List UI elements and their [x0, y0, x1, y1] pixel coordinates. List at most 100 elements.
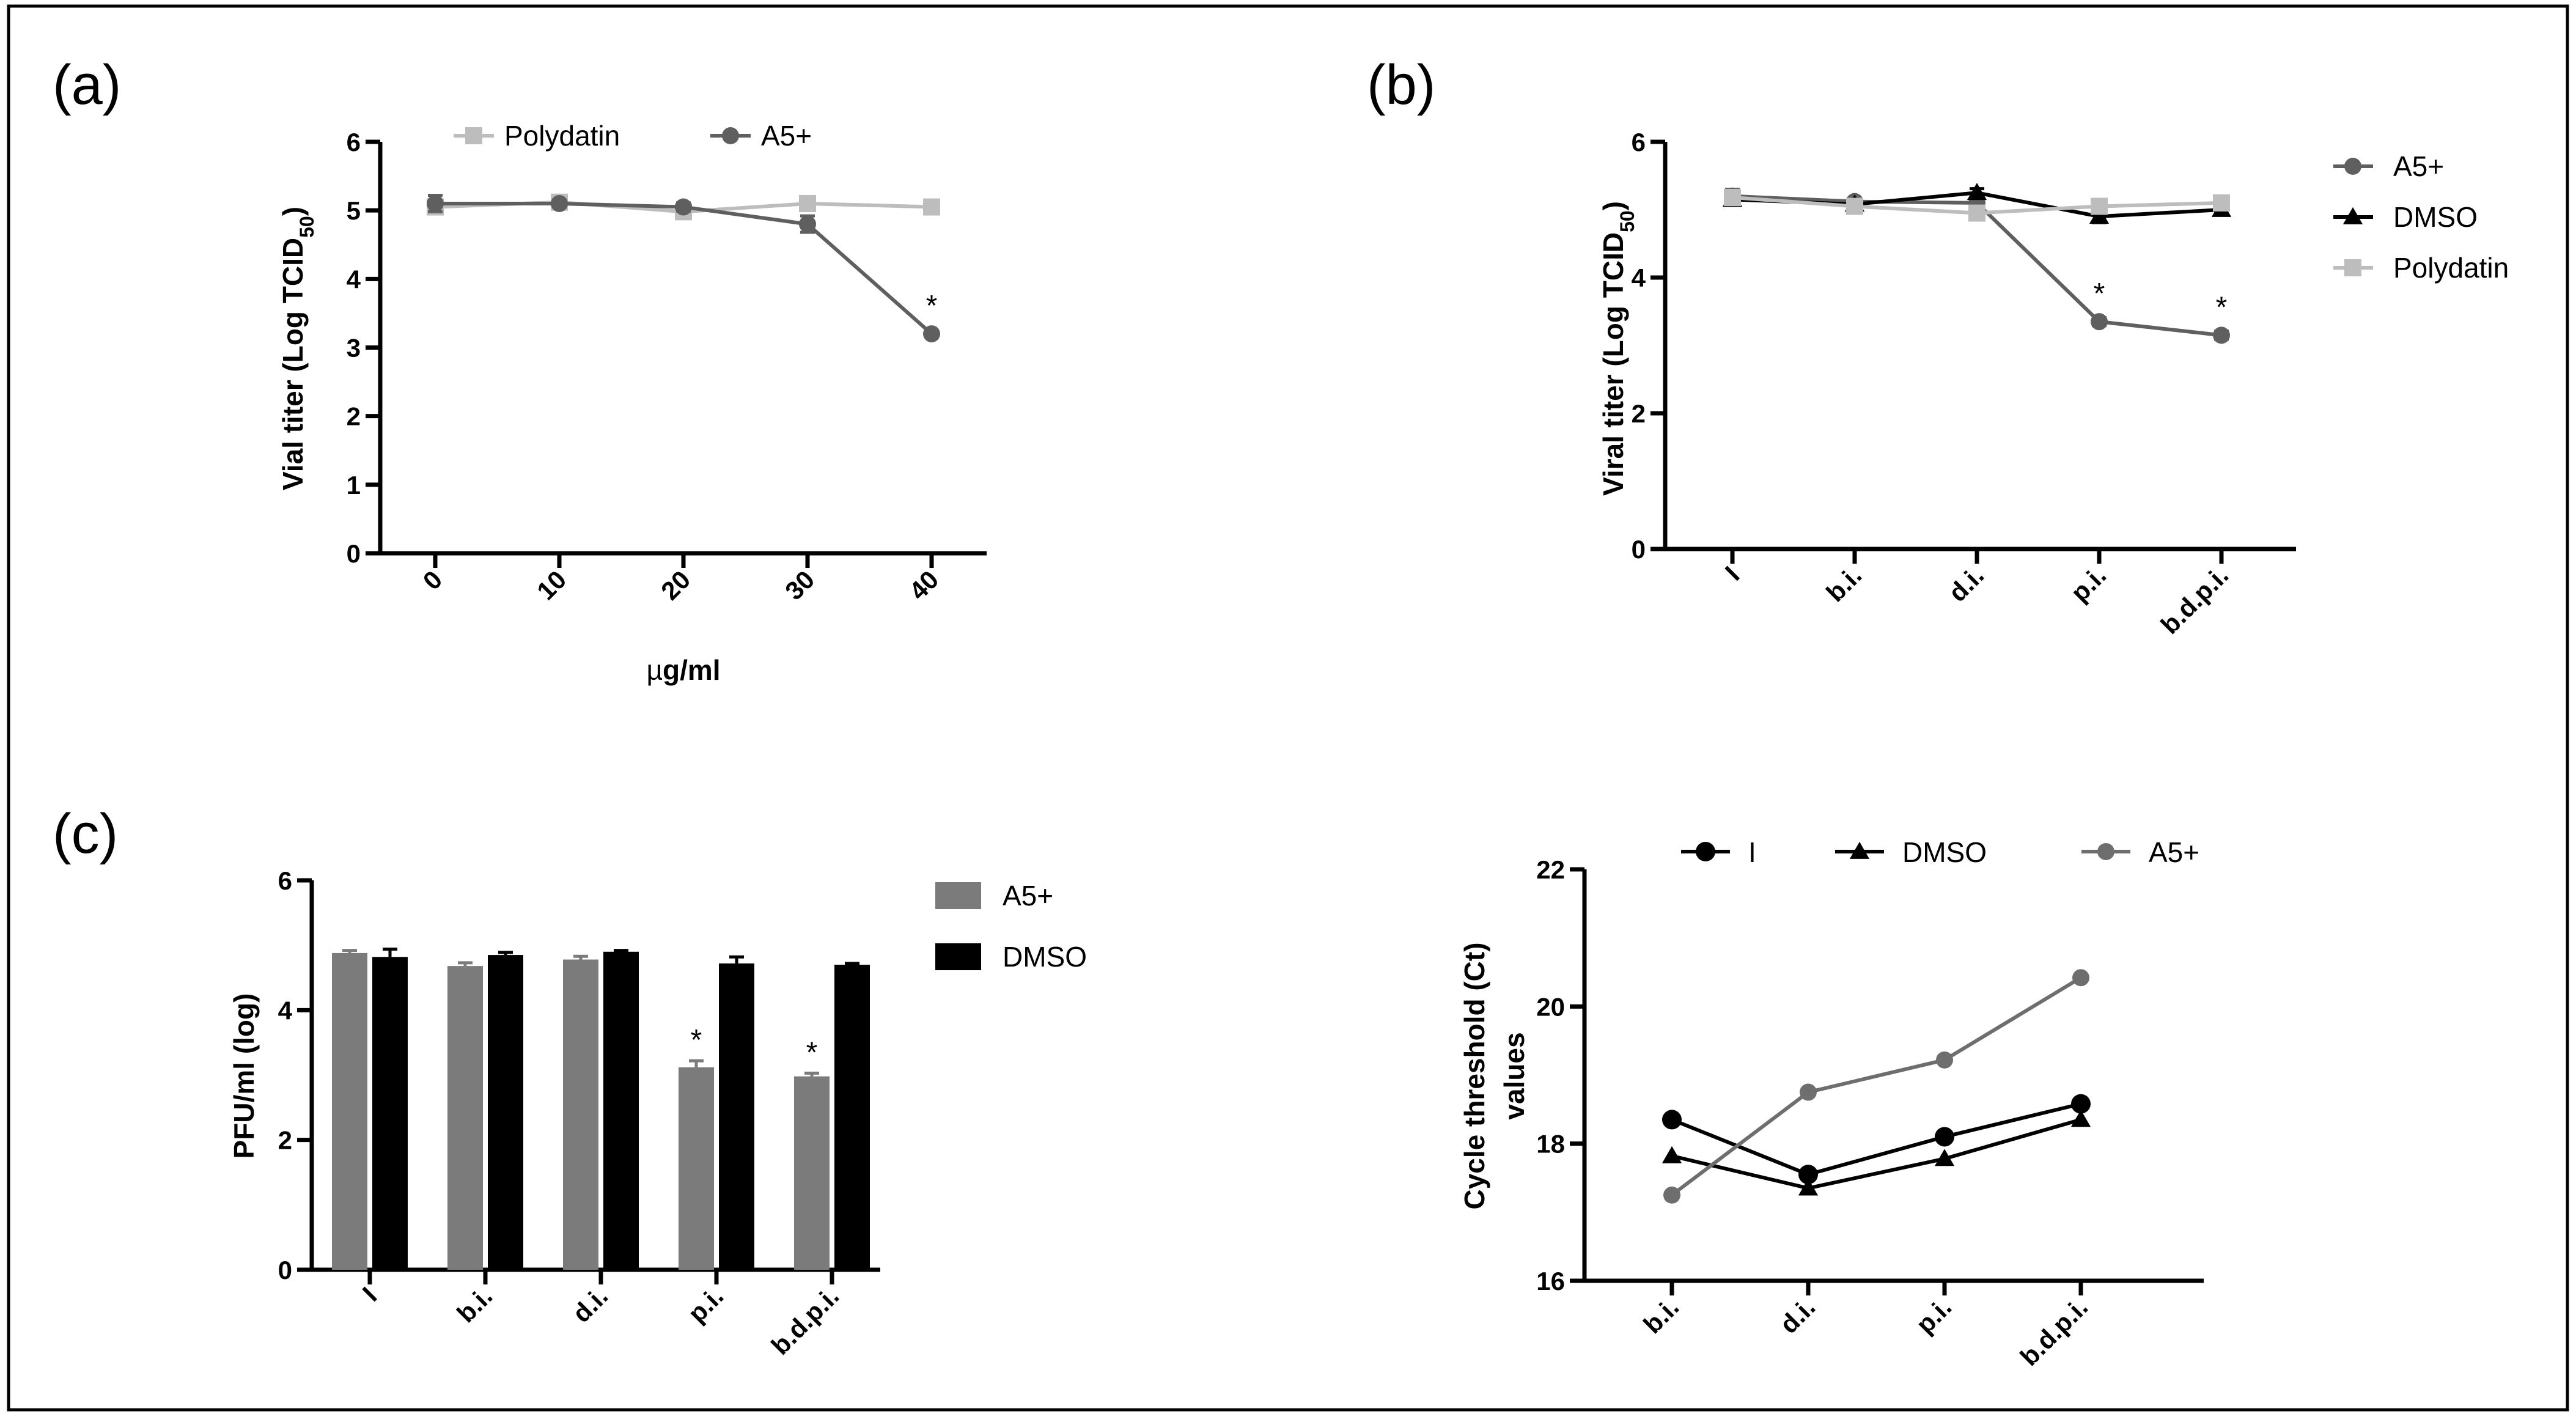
- a-significance-star: *: [926, 290, 938, 322]
- c-y-tick-label: 6: [278, 866, 292, 895]
- c-legend-label: DMSO: [1003, 941, 1087, 973]
- c-x-tick-label: d.i.: [567, 1281, 613, 1328]
- b-point: [1846, 197, 1863, 215]
- d-y-axis-label-line2: values: [1498, 1032, 1530, 1119]
- d-point: [1800, 1083, 1817, 1101]
- a-x-tick-label: 0: [418, 565, 448, 595]
- b-significance-star: *: [2094, 278, 2105, 310]
- figure-border: [7, 4, 2569, 1412]
- d-y-axis-label-line1: Cycle threshold (Ct): [1459, 942, 1490, 1209]
- c-bar-dmso: [488, 955, 523, 1270]
- c-bar-dmso: [834, 965, 870, 1270]
- d-point: [1935, 1127, 1954, 1147]
- b-legend-marker: [2344, 259, 2361, 276]
- d-series-line: [1671, 976, 2082, 1197]
- a-y-tick-label: 0: [347, 539, 361, 568]
- a-legend-label: Polydatin: [504, 120, 620, 152]
- d-legend-label: A5+: [2149, 836, 2199, 868]
- c-x-tick-label: b.i.: [451, 1281, 498, 1328]
- chart-d: 16 18 20 22 b.i. d.i. p.i. b.d.p.i. Cycle thresh…: [1459, 836, 2204, 1371]
- d-legend-label: DMSO: [1902, 836, 1987, 868]
- c-legend-swatch: [935, 882, 981, 909]
- a-y-tick-label: 2: [347, 402, 361, 431]
- b-point: [2091, 197, 2108, 215]
- d-y-tick-label: 20: [1536, 992, 1565, 1021]
- b-y-axis-label: Viral titer (Log TCID50): [1597, 201, 1638, 496]
- c-legend-label: A5+: [1003, 880, 1053, 912]
- c-x-tick-label: p.i.: [682, 1281, 729, 1328]
- d-point: [1662, 1146, 1682, 1163]
- d-point: [1662, 1110, 1682, 1130]
- c-bar-a5plus: [332, 952, 367, 1270]
- b-y-tick-label: 0: [1632, 535, 1646, 564]
- chart-a: 0 1 2 3 4 5 6 0 10 20 30 40 Vial titer (Log TCID50) µ…: [277, 120, 987, 686]
- b-x-tick-label: p.i.: [2065, 561, 2111, 607]
- a-x-tick-label: 10: [531, 565, 572, 605]
- c-y-tick-label: 0: [278, 1256, 292, 1284]
- panel-label-c: (c): [53, 803, 118, 865]
- a-y-tick-label: 6: [347, 128, 361, 157]
- d-legend-marker: [2097, 843, 2114, 860]
- a-y-axis-label: Vial titer (Log TCID50): [277, 207, 318, 490]
- b-x-tick-label: b.i.: [1820, 561, 1867, 607]
- b-legend-label: Polydatin: [2393, 252, 2509, 284]
- b-point: [1724, 189, 1741, 207]
- b-x-tick-label: b.d.p.i.: [2155, 561, 2234, 639]
- b-point: [2213, 194, 2230, 212]
- b-x-tick-label: I: [1720, 561, 1745, 586]
- a-y-tick-label: 1: [347, 471, 361, 499]
- a-x-tick-label: 20: [655, 565, 696, 605]
- d-point: [2070, 1110, 2091, 1127]
- d-x-tick-label: b.i.: [1638, 1292, 1684, 1339]
- a-y-tick-label: 5: [347, 196, 361, 225]
- c-y-tick-label: 4: [278, 996, 293, 1025]
- c-bar-dmso: [603, 951, 639, 1270]
- b-x-tick-label: d.i.: [1943, 561, 1989, 607]
- a-legend-marker: [465, 127, 482, 144]
- c-x-tick-label: b.d.p.i.: [765, 1281, 844, 1360]
- b-legend-label: A5+: [2393, 150, 2444, 182]
- a-y-tick-label: 3: [347, 334, 361, 363]
- c-significance-star: *: [691, 1024, 702, 1056]
- b-point: [2091, 313, 2108, 331]
- a-x-tick-label: 30: [779, 565, 820, 605]
- d-point: [2071, 1094, 2091, 1114]
- a-x-axis-label: µg/ml: [646, 654, 720, 686]
- chart-c: 0 2 4 6 I b.i. d.i. p.i. b.d.p.i. PFU/ml (log) * * A…: [228, 866, 1087, 1360]
- a-point: [799, 215, 816, 233]
- b-point: [1967, 183, 1987, 201]
- b-y-tick-label: 6: [1632, 128, 1646, 157]
- c-bar-dmso: [719, 963, 754, 1270]
- c-legend-swatch: [935, 943, 981, 970]
- d-y-tick-label: 18: [1536, 1130, 1565, 1159]
- d-y-tick-label: 22: [1536, 855, 1565, 884]
- d-legend-label: I: [1748, 836, 1756, 868]
- d-x-tick-label: p.i.: [1910, 1292, 1957, 1339]
- a-series-line-a5plus: [435, 201, 933, 336]
- a-y-tick-label: 4: [347, 265, 361, 293]
- d-series-line: [1671, 1118, 2081, 1190]
- a-x-tick-label: 40: [903, 565, 944, 605]
- panel-label-a: (a): [53, 54, 121, 116]
- a-point: [799, 194, 816, 212]
- d-point: [1936, 1051, 1953, 1069]
- a-point: [923, 198, 940, 216]
- c-y-axis-label: PFU/ml (log): [228, 993, 260, 1159]
- c-bar-a5plus: [794, 1076, 830, 1270]
- d-point: [2072, 969, 2089, 987]
- a-legend-label: A5+: [761, 120, 812, 152]
- b-significance-star: *: [2216, 291, 2228, 323]
- c-bar-a5plus: [679, 1067, 714, 1270]
- chart-b: 0 2 4 6 I b.i. d.i. p.i. b.d.p.i. Viral titer (Lo…: [1597, 128, 2509, 639]
- d-x-tick-label: d.i.: [1774, 1292, 1820, 1339]
- c-bar-a5plus: [563, 959, 598, 1270]
- d-legend-marker: [1849, 841, 1870, 859]
- a-point: [675, 198, 692, 216]
- b-legend-label: DMSO: [2393, 201, 2478, 233]
- b-legend-marker: [2344, 158, 2361, 175]
- c-x-tick-label: I: [357, 1281, 382, 1306]
- b-point: [2213, 326, 2230, 344]
- d-y-tick-label: 16: [1536, 1267, 1565, 1295]
- d-point: [1798, 1178, 1819, 1196]
- b-point: [2089, 207, 2110, 224]
